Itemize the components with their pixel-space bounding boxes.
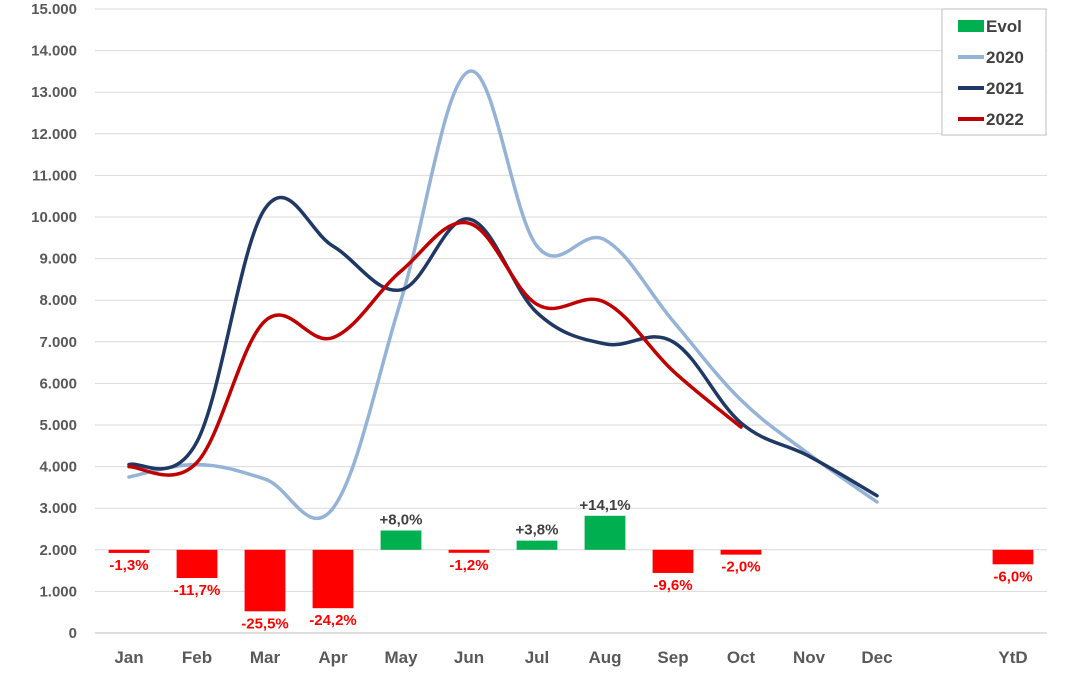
y-tick-label: 12.000 [31, 126, 77, 143]
evol-bar [176, 549, 218, 579]
evol-bar [652, 549, 694, 573]
evol-data-label: +8,0% [380, 511, 423, 528]
x-tick-label: Nov [793, 648, 826, 667]
y-axis: 0 1.000 2.000 3.000 4.000 5.000 6.000 7.000 8.00… [31, 1, 77, 642]
x-tick-label: Apr [318, 648, 348, 667]
y-tick-label: 5.000 [39, 417, 77, 434]
x-tick-label: Jan [114, 648, 143, 667]
y-tick-label: 11.000 [32, 167, 77, 184]
y-tick-label: 15.000 [31, 1, 77, 18]
x-tick-label: Dec [861, 648, 892, 667]
evol-data-label: -1,3% [109, 557, 148, 574]
evol-data-label: -25,5% [241, 615, 289, 632]
evol-data-labels: -1,3% -11,7% -25,5% -24,2% +8,0% -1,2% +3,8% +1… [109, 497, 1032, 633]
y-tick-label: 9.000 [39, 251, 77, 268]
legend: Evol 2020 2021 2022 [941, 8, 1047, 136]
series-lines [127, 69, 879, 521]
series-line-2020 [127, 69, 879, 521]
evol-data-label: -9,6% [653, 577, 692, 594]
evol-data-label: -11,7% [174, 582, 221, 599]
y-tick-label: 13.000 [31, 84, 77, 101]
legend-swatch-evol [958, 20, 984, 32]
evol-bar [584, 515, 626, 550]
legend-label: 2022 [986, 110, 1024, 129]
y-tick-label: 0 [69, 625, 77, 642]
evol-bar [244, 549, 286, 612]
x-tick-label: Feb [182, 648, 212, 667]
series-line-2022 [127, 220, 743, 477]
y-tick-label: 2.000 [39, 542, 77, 559]
x-tick-label: YtD [998, 648, 1027, 667]
series-line-2021 [127, 195, 879, 498]
evol-data-label: +14,1% [579, 497, 630, 514]
evol-bar [720, 549, 762, 555]
x-tick-label: May [384, 648, 418, 667]
y-tick-label: 4.000 [39, 459, 77, 476]
y-tick-label: 7.000 [39, 334, 77, 351]
evol-bar [992, 549, 1034, 565]
evol-data-label: -1,2% [449, 557, 488, 574]
y-tick-label: 8.000 [39, 292, 77, 309]
y-tick-label: 10.000 [31, 209, 77, 226]
evol-bars [108, 515, 1034, 612]
evol-bar [312, 549, 354, 609]
evol-data-label: -6,0% [993, 568, 1032, 585]
evol-bar [516, 540, 558, 550]
x-tick-label: Aug [588, 648, 621, 667]
legend-label: 2021 [986, 79, 1024, 98]
x-tick-label: Mar [250, 648, 281, 667]
evol-data-label: -24,2% [309, 612, 357, 629]
evol-bar [448, 549, 490, 553]
evol-bar [108, 549, 150, 553]
legend-label: 2020 [986, 48, 1024, 67]
y-tick-label: 14.000 [31, 43, 77, 60]
y-tick-label: 6.000 [39, 375, 77, 392]
evol-data-label: +3,8% [516, 522, 559, 539]
y-tick-label: 1.000 [39, 583, 77, 600]
legend-label: Evol [986, 17, 1022, 36]
x-tick-label: Jul [525, 648, 550, 667]
y-tick-label: 3.000 [39, 500, 77, 517]
evol-data-label: -2,0% [721, 559, 760, 576]
gridlines [95, 8, 1047, 634]
x-tick-label: Oct [727, 648, 756, 667]
evol-bar [380, 530, 422, 550]
x-tick-label: Sep [657, 648, 688, 667]
x-axis: Jan Feb Mar Apr May Jun Jul Aug Sep Oct Nov Dec YtD [114, 648, 1027, 667]
x-tick-label: Jun [454, 648, 484, 667]
